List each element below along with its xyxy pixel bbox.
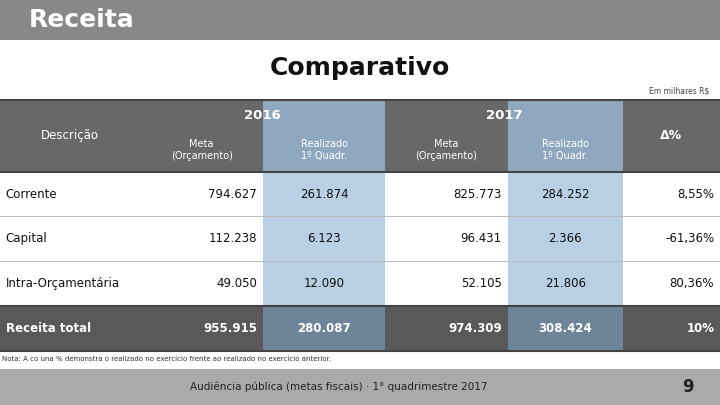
Bar <box>263 261 385 306</box>
Text: -61,36%: -61,36% <box>665 232 714 245</box>
Bar <box>0 40 720 100</box>
Text: 280.087: 280.087 <box>297 322 351 335</box>
Text: 52.105: 52.105 <box>461 277 502 290</box>
Bar <box>263 217 385 261</box>
Bar <box>508 261 623 306</box>
Text: 8,55%: 8,55% <box>678 188 714 200</box>
Bar <box>263 306 385 351</box>
Text: 6.123: 6.123 <box>307 232 341 245</box>
Bar <box>508 100 623 172</box>
Bar <box>0 100 720 172</box>
Text: 49.050: 49.050 <box>216 277 257 290</box>
Text: Realizado
1º Quadr.: Realizado 1º Quadr. <box>300 139 348 161</box>
Text: Δ%: Δ% <box>660 129 683 142</box>
Bar <box>0 172 720 217</box>
Text: 12.090: 12.090 <box>304 277 344 290</box>
Bar <box>0 0 720 40</box>
Bar <box>0 261 720 306</box>
Text: 80,36%: 80,36% <box>670 277 714 290</box>
Text: 21.806: 21.806 <box>545 277 585 290</box>
Text: Audiência pública (metas fiscais) · 1° quadrimestre 2017: Audiência pública (metas fiscais) · 1° q… <box>189 382 487 392</box>
Text: 261.874: 261.874 <box>300 188 348 200</box>
Text: Realizado
1º Quadr.: Realizado 1º Quadr. <box>541 139 589 161</box>
Text: 112.238: 112.238 <box>209 232 257 245</box>
Bar <box>263 100 385 172</box>
Bar <box>0 100 720 351</box>
Text: Receita total: Receita total <box>6 322 91 335</box>
Text: 2016: 2016 <box>244 109 282 122</box>
Text: 284.252: 284.252 <box>541 188 590 200</box>
Text: Meta
(Orçamento): Meta (Orçamento) <box>415 139 477 161</box>
Text: Comparativo: Comparativo <box>270 56 450 80</box>
Bar <box>508 217 623 261</box>
Text: 9: 9 <box>682 378 693 396</box>
Text: Em milhares R$: Em milhares R$ <box>649 87 709 96</box>
Bar <box>508 306 623 351</box>
Text: Receita: Receita <box>29 8 135 32</box>
Text: 308.424: 308.424 <box>539 322 592 335</box>
Text: 2.366: 2.366 <box>549 232 582 245</box>
Text: 794.627: 794.627 <box>208 188 257 200</box>
Bar <box>508 172 623 217</box>
Text: Capital: Capital <box>6 232 48 245</box>
Bar <box>0 351 720 369</box>
Text: Corrente: Corrente <box>6 188 58 200</box>
Bar <box>0 369 720 405</box>
Text: 955.915: 955.915 <box>203 322 257 335</box>
Text: 825.773: 825.773 <box>454 188 502 200</box>
Text: 974.309: 974.309 <box>448 322 502 335</box>
Bar <box>263 172 385 217</box>
Text: 10%: 10% <box>686 322 714 335</box>
Text: 96.431: 96.431 <box>461 232 502 245</box>
Text: Descrição: Descrição <box>41 129 99 142</box>
Text: 2017: 2017 <box>486 109 522 122</box>
Bar <box>0 217 720 261</box>
Text: Meta
(Orçamento): Meta (Orçamento) <box>171 139 233 161</box>
Text: Nota: A co una % demonstra o realizado no exercício frente ao realizado no exerc: Nota: A co una % demonstra o realizado n… <box>2 356 331 362</box>
Text: Intra-Orçamentária: Intra-Orçamentária <box>6 277 120 290</box>
Bar <box>0 306 720 351</box>
